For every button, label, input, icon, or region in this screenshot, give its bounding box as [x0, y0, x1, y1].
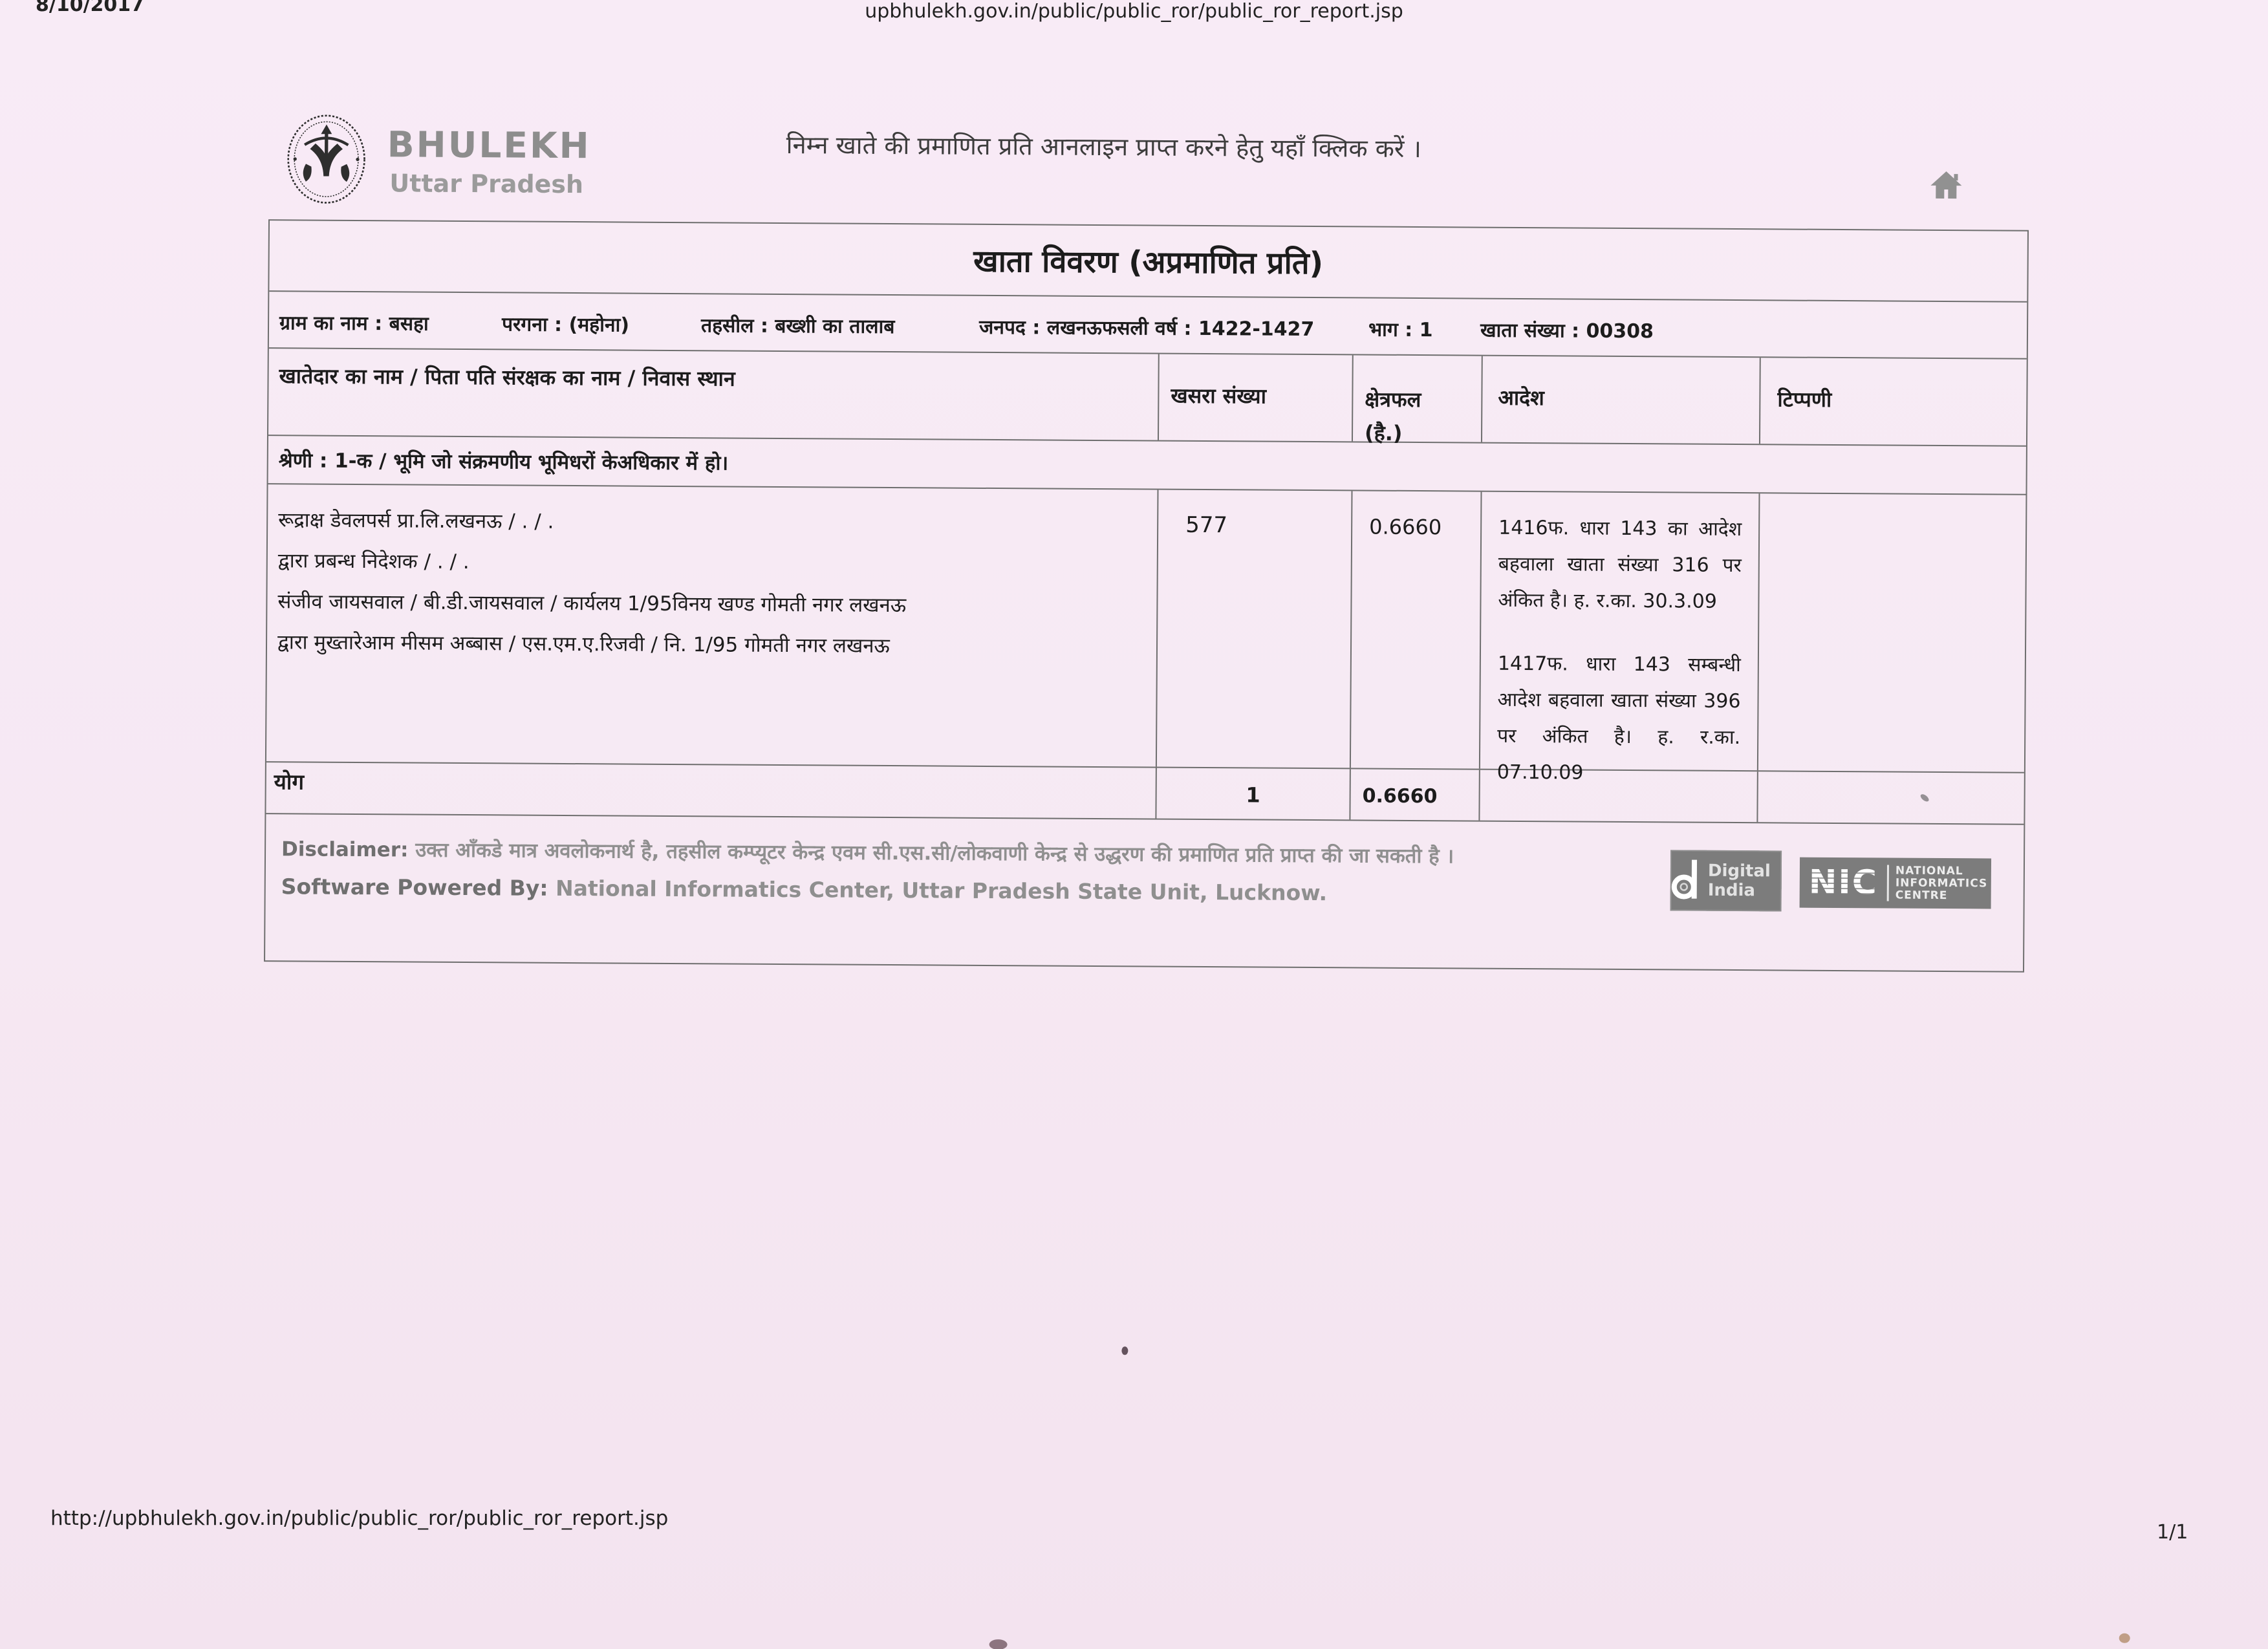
area-cell: 0.6660 — [1349, 491, 1481, 769]
holder-name-line: द्वारा मुख्तारेआम मीसम अब्बास / एस.एम.ए.… — [277, 630, 890, 658]
nic-abbr: NIC — [1808, 863, 1879, 903]
column-header-holder-name: खातेदार का नाम / पिता पति संरक्षक का नाम… — [279, 363, 735, 391]
digital-india-logo: Digital India — [1670, 850, 1782, 912]
total-label: योग — [274, 769, 305, 795]
scan-speck — [989, 1639, 1008, 1649]
holder-name-line: संजीव जायसवाल / बी.डी.जायसवाल / कार्यलय … — [277, 590, 907, 618]
total-khasra-count: 1 — [1155, 768, 1350, 820]
total-order-cell — [1478, 770, 1757, 823]
order-paragraph: 1416फ. धारा 143 का आदेश बहवाला खाता संख्… — [1498, 516, 1742, 613]
remark-cell — [1756, 493, 2026, 772]
table-header-row: खातेदार का नाम / पिता पति संरक्षक का नाम… — [268, 349, 2027, 447]
print-footer-page-number: 1/1 — [2157, 1521, 2188, 1544]
column-header-order: आदेश — [1480, 356, 1760, 444]
khata-data-row: रूद्राक्ष डेवलपर्स प्रा.लि.लखनऊ / . / . … — [266, 484, 2026, 784]
total-area: 0.6660 — [1349, 769, 1479, 821]
disclaimer-section: Disclaimer: उक्त आँकडे मात्र अवलोकनार्थ … — [265, 814, 2024, 973]
nic-logo: NIC NATIONAL INFORMATICS CENTRE — [1799, 857, 1992, 909]
total-remark-cell — [1756, 771, 2024, 824]
khasra-number-cell: 577 — [1155, 490, 1352, 768]
order-cell: 1416फ. धारा 143 का आदेश बहवाला खाता संख्… — [1478, 491, 1759, 784]
column-header-area: क्षेत्रफल (है.) — [1351, 355, 1482, 446]
holder-name-cell: रूद्राक्ष डेवलपर्स प्रा.लि.लखनऊ / . / . … — [266, 484, 1158, 766]
holder-name-line: द्वारा प्रबन्ध निदेशक / . / . — [277, 549, 470, 574]
disclaimer-label: Disclaimer: — [281, 837, 409, 862]
meta-tehsil: तहसील : बख्शी का तालाब — [700, 314, 895, 339]
report-meta-row: ग्राम का नाम : बसहा परगना : (महोना) तहसी… — [268, 292, 2027, 360]
scan-speck — [2119, 1633, 2130, 1643]
meta-district: जनपद : लखनऊ — [978, 316, 1103, 340]
disclaimer-text: Disclaimer: उक्त आँकडे मात्र अवलोकनार्थ … — [281, 837, 1454, 868]
khata-report-table: खाता विवरण (अप्रमाणित प्रति) ग्राम का ना… — [264, 219, 2029, 973]
print-footer-url: http://upbhulekh.gov.in/public/public_ro… — [50, 1507, 669, 1530]
up-government-emblem-icon — [285, 113, 368, 206]
digital-india-d-icon — [1671, 859, 1698, 900]
home-icon[interactable] — [1929, 170, 1963, 201]
column-header-khasra-number: खसरा संख्या — [1157, 354, 1352, 442]
meta-part: भाग : 1 — [1368, 318, 1433, 342]
column-header-remark: टिप्पणी — [1758, 358, 2027, 446]
meta-khata-number: खाता संख्या : 00308 — [1480, 319, 1654, 343]
brand-title: BHULEKH — [387, 124, 591, 167]
meta-pargana: परगना : (महोना) — [501, 313, 630, 337]
report-title: खाता विवरण (अप्रमाणित प्रति) — [269, 221, 2027, 303]
scan-speck — [1121, 1346, 1129, 1355]
meta-fasli-year: फसली वर्ष : 1422-1427 — [1101, 317, 1315, 341]
print-header-url: upbhulekh.gov.in/public/public_ror/publi… — [865, 0, 1403, 23]
meta-village: ग्राम का नाम : बसहा — [279, 312, 429, 336]
nic-logo-divider — [1886, 865, 1890, 901]
certified-copy-link-text[interactable]: निम्न खाते की प्रमाणित प्रति आनलाइन प्रा… — [786, 131, 1422, 164]
holder-name-line: रूद्राक्ष डेवलपर्स प्रा.लि.लखनऊ / . / . — [278, 508, 554, 534]
print-header-date: 8/10/2017 — [36, 0, 145, 16]
brand-subtitle: Uttar Pradesh — [389, 169, 584, 199]
